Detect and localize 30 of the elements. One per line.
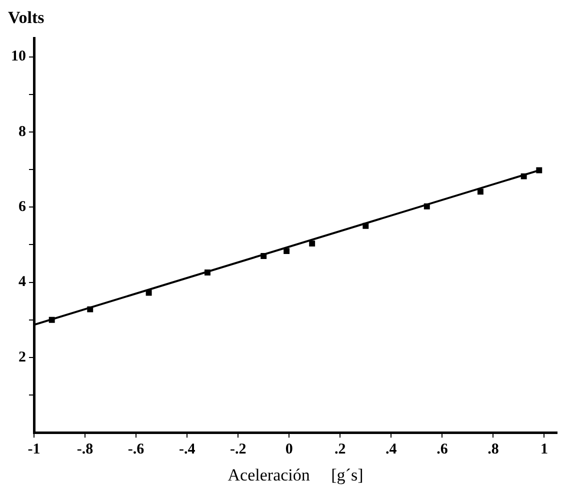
x-tick-label: .6 [436,441,448,458]
point [48,316,55,323]
point [424,203,430,210]
point [309,240,316,247]
y-tick-label: 8 [18,124,26,140]
point [536,167,542,174]
x-tick-label: -.2 [230,441,246,458]
y-axis-title: Volts [8,8,44,28]
x-tick-label: 0 [285,441,293,458]
y-tick-label: 2 [18,349,26,366]
y-tick-label: 6 [18,198,26,215]
y-tick-label: 4 [18,274,26,290]
point [87,306,94,312]
point [260,252,267,259]
x-tick-label: -.8 [76,441,94,458]
x-tick-label: .4 [386,441,398,458]
point [204,270,210,276]
x-tick-label: -.6 [128,441,145,458]
x-tick-label: .8 [488,441,499,458]
point [520,173,527,180]
point [284,248,290,254]
x-tick-label: 1 [540,441,548,458]
x-tick-label: -1 [28,441,40,458]
y-tick-label: 10 [11,48,26,65]
point [477,188,484,195]
x-tick-label: .2 [334,441,346,458]
x-tick-label: -.4 [178,441,196,458]
x-axis-title: Aceleración [g´s] [228,465,364,484]
point [362,222,369,229]
point [146,290,152,296]
